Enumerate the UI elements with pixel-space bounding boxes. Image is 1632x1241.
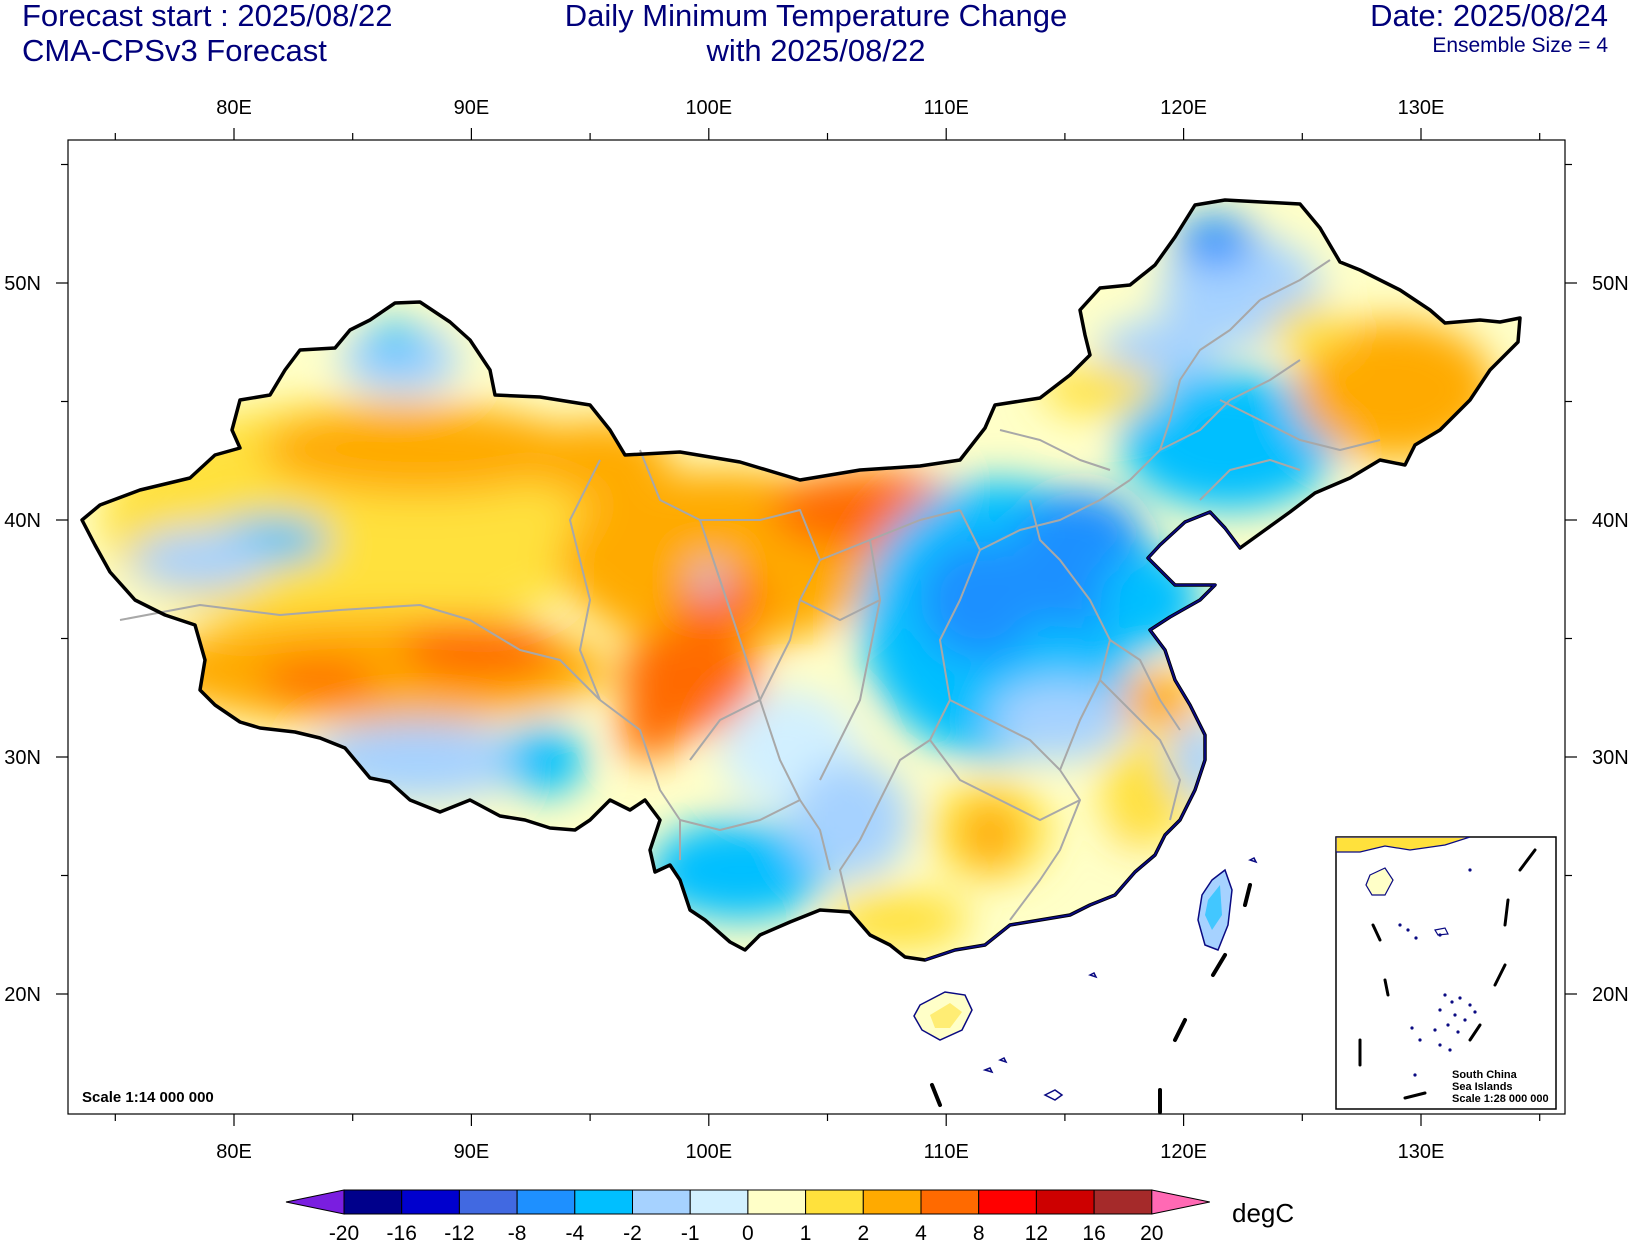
lon-label-bottom: 110E <box>924 1141 969 1163</box>
colorbar-tick-label: -8 <box>508 1222 527 1241</box>
lon-label-bottom: 130E <box>1398 1141 1445 1163</box>
colorbar-tick-label: -16 <box>387 1222 417 1241</box>
colorbar-box <box>747 1189 807 1215</box>
lon-label-top: 90E <box>454 97 490 119</box>
lon-label-top: 120E <box>1160 97 1207 119</box>
colorbar-high-triangle <box>1151 1189 1210 1215</box>
colorbar-box <box>458 1189 518 1215</box>
colorbar-unit-label: degC <box>1232 1198 1294 1228</box>
colorbar-box <box>978 1189 1037 1215</box>
lon-label-top: 130E <box>1398 97 1445 119</box>
south-china-sea-inset: South China Sea Islands Scale 1:28 000 0… <box>1335 836 1557 1110</box>
lat-label-right: 20N <box>1592 984 1629 1006</box>
latitude-labels-right: 50N 40N 30N 20N <box>1592 273 1629 1006</box>
inset-label-line3: Scale 1:28 000 000 <box>1452 1093 1549 1105</box>
longitude-labels-top: 80E 90E 100E 110E 120E 130E <box>216 97 1444 119</box>
colorbar-tick-label: -4 <box>565 1222 584 1241</box>
colorbar-box <box>574 1189 633 1215</box>
province-boundaries <box>119 259 1381 921</box>
colorbar-tick-label: 4 <box>915 1222 927 1241</box>
lon-label-bottom: 100E <box>685 1141 732 1163</box>
colorbar-box <box>401 1189 460 1215</box>
colorbar-box <box>632 1189 691 1215</box>
colorbar-tick-label: 8 <box>973 1222 985 1241</box>
colorbar-tick-label: 16 <box>1082 1222 1105 1241</box>
colorbar-tick-label: -2 <box>623 1222 642 1241</box>
colorbar-box <box>920 1189 980 1215</box>
lat-label-left: 20N <box>4 984 41 1006</box>
lat-label-right: 50N <box>1592 273 1629 295</box>
map-title: Daily Minimum Temperature Change <box>564 0 1068 33</box>
colorbar-box <box>862 1189 922 1215</box>
taiwan-anomaly <box>1205 885 1222 930</box>
colorbar-tick-label: 0 <box>742 1222 754 1241</box>
lat-label-right: 40N <box>1592 510 1629 532</box>
colorbar-box <box>1093 1189 1153 1215</box>
latitude-labels-left: 50N 40N 30N 20N <box>4 273 41 1006</box>
map-subtitle: with 2025/08/22 <box>706 33 926 68</box>
colorbar-box <box>805 1189 864 1215</box>
forecast-start-label: Forecast start : 2025/08/22 <box>22 0 393 33</box>
colorbar-box <box>343 1189 403 1215</box>
color-bar: -20 -16 -12 -8 -4 -2 -1 0 1 2 4 8 12 16 20 <box>285 1189 1210 1241</box>
hainan-anomaly <box>930 1003 962 1028</box>
colorbar-box <box>1035 1189 1095 1215</box>
colorbar-tick-label: 1 <box>800 1222 812 1241</box>
colorbar-box <box>689 1189 749 1215</box>
lon-label-bottom: 90E <box>454 1141 490 1163</box>
colorbar-tick-label: 20 <box>1140 1222 1163 1241</box>
colorbar-tick-label: -20 <box>329 1222 359 1241</box>
colorbar-box <box>516 1189 576 1215</box>
lon-label-top: 100E <box>685 97 732 119</box>
model-label: CMA-CPSv3 Forecast <box>22 33 327 68</box>
colorbar-tick-label: -12 <box>444 1222 474 1241</box>
longitude-labels-bottom: 80E 90E 100E 110E 120E 130E <box>216 1141 1444 1163</box>
colorbar-low-triangle <box>285 1189 345 1215</box>
lon-label-bottom: 80E <box>216 1141 252 1163</box>
lat-label-left: 30N <box>4 747 41 769</box>
valid-date-label: Date: 2025/08/24 <box>1370 0 1608 33</box>
map-scale-label: Scale 1:14 000 000 <box>82 1089 214 1106</box>
colorbar-tick-label: -1 <box>681 1222 700 1241</box>
inset-label-line1: South China <box>1452 1069 1518 1081</box>
small-islands <box>982 856 1258 1101</box>
lat-label-left: 40N <box>4 510 41 532</box>
lat-label-right: 30N <box>1592 747 1629 769</box>
lat-label-left: 50N <box>4 273 41 295</box>
inset-label-line2: Sea Islands <box>1452 1081 1513 1093</box>
lon-label-top: 110E <box>924 97 969 119</box>
axis-ticks <box>56 128 1577 1126</box>
coastline <box>924 510 1241 961</box>
lon-label-top: 80E <box>216 97 252 119</box>
ensemble-size-label: Ensemble Size = 4 <box>1432 34 1608 57</box>
lon-label-bottom: 120E <box>1160 1141 1207 1163</box>
colorbar-tick-label: 12 <box>1025 1222 1048 1241</box>
nine-dash-line <box>930 883 1252 1114</box>
colorbar-tick-label: 2 <box>857 1222 869 1241</box>
inset-map-content <box>1336 837 1537 1100</box>
